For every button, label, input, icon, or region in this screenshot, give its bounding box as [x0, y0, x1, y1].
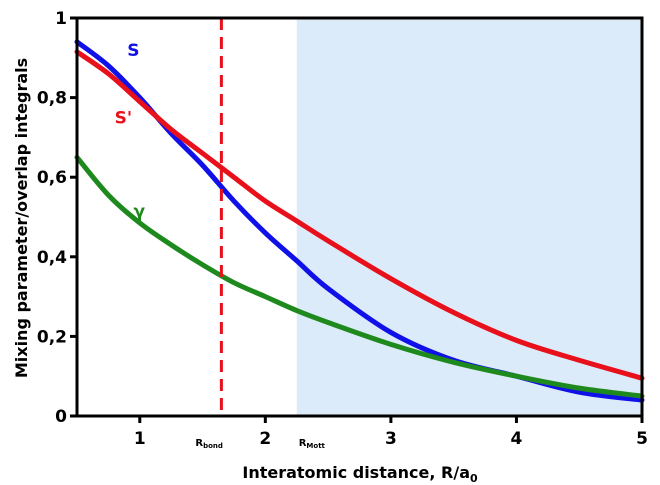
series-label-0: S — [127, 41, 139, 61]
axes: 1 2 3 4 5 0 0,2 0,4 0,6 0,8 1 — [37, 9, 648, 449]
x-tick-label-4: 5 — [636, 429, 648, 449]
series-label-1: S' — [115, 108, 132, 128]
x-tick-label-2: 3 — [385, 429, 397, 449]
mott-region — [296, 18, 642, 416]
series-labels: S S' γ — [115, 41, 146, 222]
x-tick-label-0: 1 — [134, 429, 146, 449]
y-tick-label-5: 1 — [55, 9, 67, 29]
x-tick-label-1: 2 — [259, 429, 271, 449]
r-bond-main: R — [195, 438, 203, 449]
y-tick-label-1: 0,2 — [37, 327, 67, 347]
y-tick-label-2: 0,4 — [37, 248, 67, 268]
plot-frame — [75, 16, 644, 418]
y-tick-label-0: 0 — [55, 407, 67, 427]
series-line-2 — [74, 154, 645, 399]
series-layer — [74, 39, 645, 403]
r-bond-sub: bond — [203, 442, 223, 450]
y-axis-title: Mixing parameter/overlap integrals — [12, 58, 31, 378]
y-tick-label-3: 0,6 — [37, 168, 67, 188]
r-bond-label: Rbond — [195, 438, 223, 450]
y-tick-label-4: 0,8 — [37, 89, 67, 109]
x-tick-label-3: 4 — [511, 429, 523, 449]
series-line-1 — [74, 49, 645, 381]
x-axis-title: Interatomic distance, R/a0 — [242, 463, 478, 485]
r-mott-sub: Mott — [306, 442, 325, 450]
r-mott-main: R — [299, 438, 307, 449]
x-axis-title-main: Interatomic distance, R/a — [242, 463, 470, 482]
r-mott-label: RMott — [299, 438, 326, 450]
x-axis-title-sub: 0 — [470, 472, 478, 485]
series-label-2: γ — [134, 202, 146, 222]
